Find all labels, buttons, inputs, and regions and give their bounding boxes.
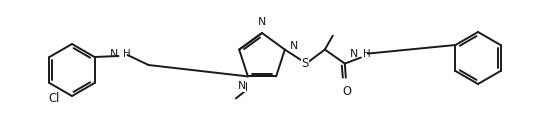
Text: S: S: [301, 57, 308, 70]
Text: N: N: [110, 49, 118, 59]
Text: Cl: Cl: [49, 92, 60, 105]
Text: N: N: [349, 49, 358, 59]
Text: N: N: [290, 41, 298, 51]
Text: H: H: [122, 49, 130, 59]
Text: N: N: [258, 17, 266, 27]
Text: N: N: [238, 81, 246, 91]
Text: O: O: [342, 85, 351, 98]
Text: H: H: [363, 49, 370, 59]
